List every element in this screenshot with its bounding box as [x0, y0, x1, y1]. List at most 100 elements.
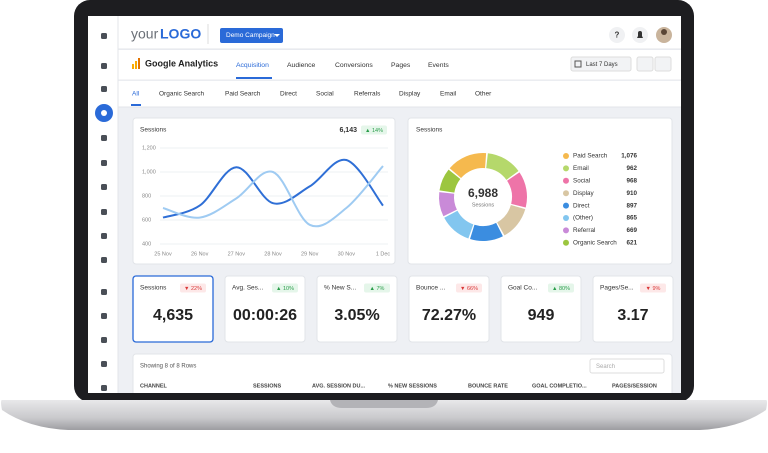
legend-label: Referral — [573, 227, 595, 234]
donut-center-label: Sessions — [472, 202, 495, 208]
columns-button[interactable] — [636, 56, 654, 72]
legend-label: Direct — [573, 202, 590, 209]
tab-underline — [236, 77, 272, 79]
filter-tab[interactable]: Paid Search — [225, 91, 261, 98]
legend-swatch — [563, 177, 569, 184]
y-tick-label: 600 — [142, 217, 151, 223]
table-count: Showing 8 of 8 Rows — [140, 364, 196, 370]
nav-tab[interactable]: Pages — [391, 62, 411, 69]
table-column-header[interactable]: CHANNEL — [140, 383, 168, 389]
kpi-value: 4,635 — [153, 307, 193, 324]
sidebar-icon[interactable] — [101, 361, 107, 367]
filter-tab[interactable]: Referrals — [354, 91, 381, 98]
kpi-value: 3.05% — [334, 307, 379, 324]
x-tick-label: 25 Nov — [154, 251, 172, 257]
sidebar-icon[interactable] — [101, 135, 107, 141]
sidebar-icon — [101, 110, 107, 116]
share-button[interactable] — [654, 56, 672, 72]
sidebar-icon[interactable] — [101, 337, 107, 343]
legend-swatch — [563, 190, 569, 197]
donut-slice — [439, 169, 461, 193]
kpi-value: 949 — [528, 307, 555, 324]
legend-label: (Other) — [573, 215, 593, 222]
base-notch — [330, 400, 438, 408]
search-input[interactable] — [589, 358, 665, 374]
chart-title: Sessions — [416, 127, 443, 134]
date-range-label: Last 7 Days — [586, 62, 618, 68]
filter-tab[interactable]: Display — [399, 91, 421, 98]
legend-label: Social — [573, 177, 590, 184]
y-tick-label: 800 — [142, 193, 151, 199]
nav-tab[interactable]: Audience — [287, 62, 316, 69]
ga-logo — [138, 58, 140, 69]
sidebar-icon[interactable] — [101, 160, 107, 166]
table-column-header[interactable]: PAGES/SESSION — [612, 383, 657, 389]
y-tick-label: 1,000 — [142, 169, 156, 175]
logo-brand: LOGO — [160, 26, 201, 42]
filter-bar — [118, 81, 681, 107]
sidebar-icon[interactable] — [101, 86, 107, 92]
table-column-header[interactable]: SESSIONS — [253, 383, 281, 389]
nav-tab[interactable]: Acquisition — [236, 62, 269, 69]
sidebar-icon[interactable] — [101, 63, 107, 69]
sidebar-icon[interactable] — [101, 289, 107, 295]
date-range-button[interactable] — [570, 56, 632, 72]
donut-center-value: 6,988 — [468, 186, 498, 200]
filter-tab[interactable]: Social — [316, 91, 334, 98]
kpi-value: 72.27% — [422, 307, 476, 324]
sidebar-icon[interactable] — [101, 33, 107, 39]
avatar-head — [661, 29, 667, 35]
table-column-header[interactable]: % NEW SESSIONS — [388, 383, 437, 389]
table-column-header[interactable]: BOUNCE RATE — [468, 383, 508, 389]
table-column-header[interactable]: AVG. SESSION DU... — [312, 383, 366, 389]
sidebar-icon[interactable] — [101, 233, 107, 239]
product-name: Google Analytics — [145, 58, 218, 68]
x-tick-label: 26 Nov — [191, 251, 209, 257]
kpi-label: Goal Co... — [508, 285, 537, 292]
filter-tab[interactable]: All — [132, 91, 140, 98]
legend-value: 1,076 — [621, 153, 637, 160]
sidebar-icon[interactable] — [101, 184, 107, 190]
filter-tab[interactable]: Other — [475, 91, 492, 98]
x-tick-label: 28 Nov — [264, 251, 282, 257]
campaign-label: Demo Campaign — [226, 32, 275, 39]
legend-swatch — [563, 239, 569, 246]
legend-swatch — [563, 153, 569, 159]
sidebar-icon[interactable] — [101, 209, 107, 215]
legend-value: 968 — [626, 177, 637, 184]
sidebar-icon[interactable] — [101, 385, 107, 391]
kpi-value: 00:00:26 — [233, 307, 297, 324]
legend-swatch — [563, 165, 569, 172]
filter-tab[interactable]: Direct — [280, 91, 297, 98]
logo-prefix: your — [131, 26, 159, 42]
sidebar-icon[interactable] — [101, 313, 107, 319]
table-column-header[interactable]: GOAL COMPLETIO... — [532, 383, 587, 389]
donut-slice — [486, 153, 519, 180]
line-chart-card — [132, 117, 396, 265]
change-label: ▼ 66% — [460, 286, 478, 292]
legend-label: Paid Search — [573, 153, 608, 160]
donut-slice — [444, 210, 474, 239]
legend-value: 897 — [626, 202, 637, 209]
filter-tab[interactable]: Organic Search — [159, 91, 205, 98]
change-badge — [456, 283, 482, 293]
laptop-base — [1, 400, 767, 430]
kpi-value: 3.17 — [617, 307, 648, 324]
chart-title: Sessions — [140, 127, 167, 134]
legend-swatch — [563, 202, 569, 209]
bell-icon — [637, 31, 643, 38]
campaign-button[interactable] — [220, 28, 283, 43]
ga-logo — [132, 64, 134, 69]
legend-value: 865 — [626, 215, 637, 222]
caret — [274, 34, 280, 37]
nav-tab[interactable]: Events — [428, 62, 449, 69]
change-label: ▲ 10% — [276, 286, 294, 292]
x-tick-label: 29 Nov — [301, 251, 319, 257]
help-button[interactable] — [609, 27, 625, 43]
nav-tab[interactable]: Conversions — [335, 62, 373, 69]
legend-swatch — [563, 215, 569, 221]
filter-tab[interactable]: Email — [440, 91, 457, 98]
table-card — [132, 353, 673, 393]
sidebar-icon[interactable] — [101, 257, 107, 263]
